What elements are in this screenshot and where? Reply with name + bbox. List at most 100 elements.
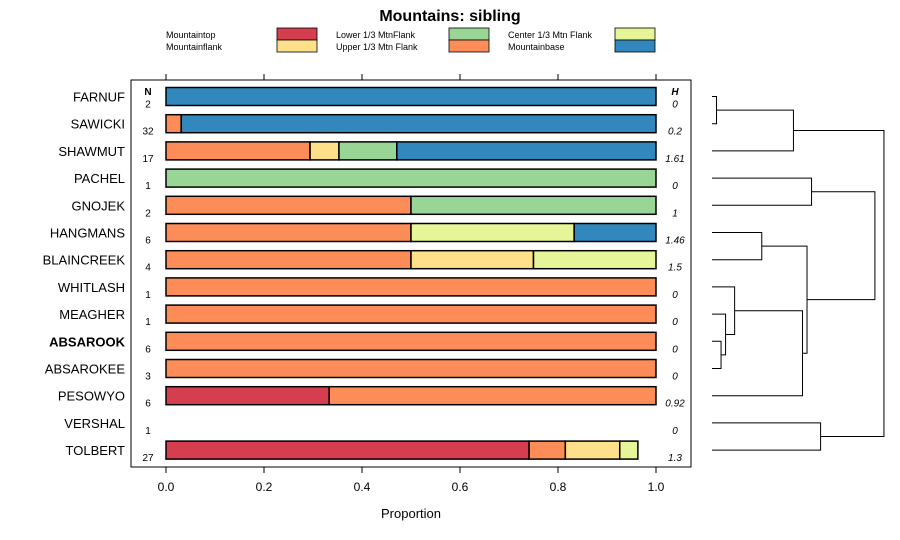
h-value: 0 (672, 181, 678, 192)
h-value: 1.3 (668, 453, 682, 464)
dendrogram-branch (712, 313, 727, 356)
legend-label: Mountainbase (508, 42, 565, 52)
dendrogram-branch (793, 130, 885, 437)
h-value: 0 (672, 100, 678, 111)
dendrogram (712, 96, 885, 451)
n-value: 4 (145, 263, 151, 274)
x-axis: 0.0 0.2 0.4 0.6 0.8 1.0 (158, 74, 665, 494)
h-value: 0 (672, 317, 678, 328)
n-value: 2 (145, 100, 151, 111)
x-tick-label: 0.2 (256, 480, 273, 494)
h-value: 1.61 (665, 154, 684, 165)
bar-segment (309, 141, 340, 161)
h-value: 0 (672, 344, 678, 355)
dendrogram-branch (712, 340, 722, 369)
n-value: 6 (145, 344, 151, 355)
n-value: 6 (145, 399, 151, 410)
dendrogram-branch (712, 96, 718, 125)
bar-segment (532, 249, 657, 270)
dendrogram-branch (761, 245, 808, 354)
bar-segment (410, 195, 657, 216)
row-label: HANGMANS (50, 226, 125, 241)
row-label: FARNUF (73, 90, 125, 105)
row-label: PESOWYO (58, 389, 125, 404)
dendrogram-branch (712, 109, 794, 152)
bar-segment (165, 168, 657, 188)
x-tick-label: 1.0 (648, 480, 665, 494)
bar-segment (328, 385, 657, 406)
row-label: SAWICKI (71, 117, 125, 132)
n-value: 1 (145, 317, 151, 328)
bar-segment (338, 141, 398, 161)
n-value: 1 (145, 290, 151, 301)
legend-label: Mountainflank (166, 42, 223, 52)
bar-segment (165, 385, 330, 406)
bar-segment (564, 440, 621, 460)
bar-segment (165, 86, 657, 107)
legend: Mountaintop Mountainflank Lower 1/3 MtnFla… (166, 27, 656, 53)
h-value: 1.46 (665, 236, 685, 247)
bar-segment (165, 113, 182, 134)
bar-segment (165, 440, 530, 460)
n-value: 1 (145, 426, 151, 437)
bar-segment (410, 249, 535, 270)
row-label: ABSAROKEE (45, 362, 126, 377)
dendrogram-branch (712, 422, 822, 451)
legend-label: Mountaintop (166, 30, 216, 40)
x-tick-label: 0.6 (452, 480, 469, 494)
h-value: 0 (672, 290, 678, 301)
row-label: BLAINCREEK (43, 253, 126, 268)
bar-segment (165, 331, 657, 352)
bar-segment (410, 222, 575, 243)
row-label: VERSHAL (64, 416, 125, 431)
dendrogram-branch (807, 191, 876, 301)
n-value: 32 (142, 127, 154, 138)
row-label: MEAGHER (59, 307, 125, 322)
h-value: 0.2 (668, 127, 682, 138)
bar-segment (180, 113, 657, 134)
n-value: 17 (142, 154, 154, 165)
row-label: ABSAROOK (49, 334, 125, 349)
row-label: TOLBERT (66, 443, 126, 458)
x-tick-label: 0.0 (158, 480, 175, 494)
chart-title: Mountains: sibling (379, 8, 520, 25)
h-value: 0.92 (665, 399, 685, 410)
x-axis-label: Proportion (381, 506, 441, 521)
h-column-header: H (671, 87, 679, 98)
x-tick-label: 0.4 (354, 480, 371, 494)
bar-segment (165, 195, 412, 216)
bar-segment (396, 141, 657, 161)
row-label: SHAWMUT (58, 144, 125, 159)
bar-segment (165, 222, 412, 243)
dendrogram-branch (712, 232, 763, 261)
legend-swatch (614, 39, 656, 53)
n-value: 6 (145, 236, 151, 247)
n-value: 1 (145, 181, 151, 192)
dendrogram-branch (712, 286, 736, 335)
legend-label: Lower 1/3 MtnFlank (336, 30, 416, 40)
bar-segment (618, 440, 639, 460)
h-value: 1.5 (668, 263, 682, 274)
h-value: 0 (672, 426, 678, 437)
bar-segment (528, 440, 567, 460)
n-column-header: N (144, 87, 151, 98)
row-label: WHITLASH (58, 280, 125, 295)
bar-segment (165, 304, 657, 324)
legend-label: Center 1/3 Mtn Flank (508, 30, 593, 40)
legend-swatch (276, 39, 318, 53)
legend-swatch (614, 27, 656, 41)
row-label: GNOJEK (72, 198, 126, 213)
bar-segment (165, 277, 657, 297)
row-label: PACHEL (74, 171, 125, 186)
legend-swatch (276, 27, 318, 41)
bar-segment (165, 358, 657, 379)
bar-segment (165, 141, 311, 161)
n-value: 2 (145, 208, 151, 219)
n-value: 3 (145, 372, 151, 383)
legend-swatch (448, 27, 490, 41)
plot-frame (130, 79, 692, 468)
h-value: 0 (672, 372, 678, 383)
h-value: 1 (672, 208, 678, 219)
